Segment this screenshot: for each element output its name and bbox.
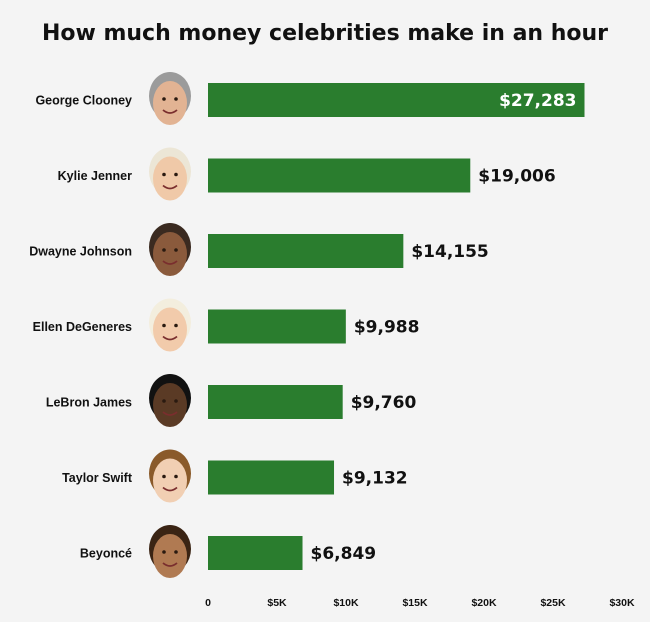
- dwayne-johnson-face-icon: [149, 223, 191, 276]
- bar-1: [208, 158, 471, 193]
- x-tick-label: $15K: [402, 597, 428, 609]
- bar-6: [208, 536, 303, 570]
- x-tick-label: $25K: [540, 597, 566, 609]
- category-label: Taylor Swift: [62, 471, 133, 485]
- bar-4: [208, 385, 343, 419]
- x-tick-label: $20K: [471, 597, 497, 609]
- category-label: George Clooney: [35, 94, 132, 108]
- george-clooney-face-icon: [149, 72, 191, 125]
- value-label: $6,849: [311, 544, 377, 564]
- beyonce-face-icon: [149, 525, 191, 578]
- kylie-jenner-face-icon: [149, 147, 191, 201]
- category-label: Ellen DeGeneres: [33, 320, 132, 334]
- x-tick-label: $5K: [267, 597, 287, 609]
- category-label: Beyoncé: [80, 547, 132, 561]
- x-tick-label: $10K: [333, 597, 359, 609]
- bar-0: [208, 83, 585, 117]
- x-tick-label: $30K: [609, 597, 635, 609]
- lebron-james-face-icon: [149, 374, 191, 427]
- value-label: $14,155: [411, 242, 488, 262]
- value-label: $9,760: [351, 393, 417, 413]
- category-label: LeBron James: [46, 396, 132, 410]
- bar-3: [208, 309, 346, 344]
- value-label: $9,988: [354, 318, 420, 338]
- bar-2: [208, 234, 404, 268]
- x-tick-label: 0: [205, 597, 211, 609]
- value-label: $27,283: [499, 91, 576, 111]
- category-labels: George Clooney Kylie Jenner Dwayne Johnson…: [29, 94, 133, 561]
- chart-title: How much money celebrities make in an ho…: [42, 21, 608, 46]
- value-label: $19,006: [478, 167, 555, 187]
- x-axis-ticks: 0 $5K $10K $15K $20K $25K $30K: [205, 597, 635, 609]
- bars: [208, 83, 585, 570]
- value-labels: $27,283 $19,006 $14,155 $9,988 $9,760 $9,132 $…: [311, 91, 577, 564]
- bar-5: [208, 460, 335, 495]
- face-icons: [149, 72, 191, 578]
- ellen-degeneres-face-icon: [149, 298, 191, 352]
- taylor-swift-face-icon: [149, 449, 191, 503]
- value-label: $9,132: [342, 469, 408, 489]
- category-label: Dwayne Johnson: [29, 245, 132, 259]
- category-label: Kylie Jenner: [58, 169, 132, 183]
